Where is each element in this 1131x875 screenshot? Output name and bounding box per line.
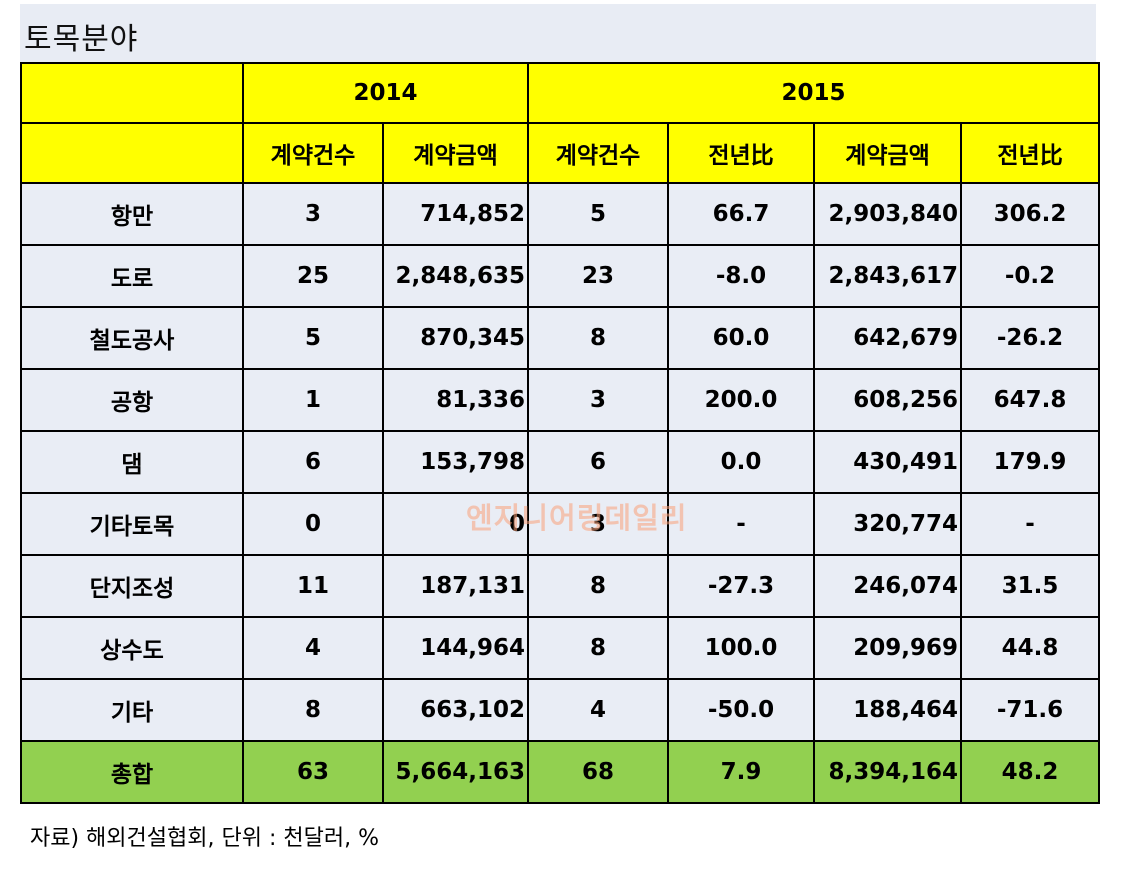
amount-2015: 246,074	[813, 554, 963, 618]
count-2015: 8	[527, 616, 670, 680]
table-row: 항만 3 714,852 5 66.7 2,903,840 306.2	[20, 182, 1101, 246]
count-2014: 3	[242, 182, 384, 246]
amount-2014: 153,798	[381, 430, 530, 494]
source-note: 자료) 해외건설협회, 단위 : 천달러, %	[30, 826, 379, 851]
yoy-amount: -26.2	[960, 306, 1101, 370]
total-count-2014: 63	[242, 740, 384, 804]
yoy-count: 66.7	[667, 182, 816, 246]
column-header-row: 계약건수 계약금액 계약건수 전년比 계약금액 전년比	[20, 122, 1101, 184]
yoy-count: 60.0	[667, 306, 816, 370]
table-row: 기타 8 663,102 4 -50.0 188,464 -71.6	[20, 678, 1101, 742]
total-row: 총합 63 5,664,163 68 7.9 8,394,164 48.2	[20, 740, 1101, 804]
yoy-amount: 179.9	[960, 430, 1101, 494]
yoy-amount: 306.2	[960, 182, 1101, 246]
col-amount-2014: 계약금액	[381, 122, 530, 184]
amount-2014: 0	[381, 492, 530, 556]
yoy-amount: -	[960, 492, 1101, 556]
col-yoy-amount: 전년比	[960, 122, 1101, 184]
total-yoy-amount: 48.2	[960, 740, 1101, 804]
yoy-count: 0.0	[667, 430, 816, 494]
count-2014: 1	[242, 368, 384, 432]
header-corner	[20, 62, 244, 124]
count-2014: 0	[242, 492, 384, 556]
year-2015-header: 2015	[527, 62, 1101, 124]
total-amount-2015: 8,394,164	[813, 740, 963, 804]
table-row: 도로 25 2,848,635 23 -8.0 2,843,617 -0.2	[20, 244, 1101, 308]
amount-2014: 663,102	[381, 678, 530, 742]
amount-2015: 209,969	[813, 616, 963, 680]
header-blank	[20, 122, 244, 184]
row-label: 기타	[20, 678, 244, 742]
amount-2015: 188,464	[813, 678, 963, 742]
table-row: 상수도 4 144,964 8 100.0 209,969 44.8	[20, 616, 1101, 680]
yoy-amount: -71.6	[960, 678, 1101, 742]
amount-2014: 2,848,635	[381, 244, 530, 308]
amount-2014: 187,131	[381, 554, 530, 618]
count-2015: 23	[527, 244, 670, 308]
yoy-amount: 647.8	[960, 368, 1101, 432]
table-row: 기타토목 0 0 3-320,774-	[20, 492, 1101, 556]
row-label: 댐	[20, 430, 244, 494]
count-2015: 5	[527, 182, 670, 246]
row-label: 도로	[20, 244, 244, 308]
title-bar: 토목분야	[20, 4, 1096, 62]
yoy-count: -	[667, 492, 816, 556]
count-2014: 11	[242, 554, 384, 618]
row-label: 항만	[20, 182, 244, 246]
amount-2014: 870,345	[381, 306, 530, 370]
yoy-amount: 44.8	[960, 616, 1101, 680]
count-2015: 4	[527, 678, 670, 742]
year-2014-header: 2014	[241, 62, 530, 124]
yoy-count: -8.0	[667, 244, 816, 308]
amount-2015: 608,256	[813, 368, 963, 432]
amount-2015: 430,491	[813, 430, 963, 494]
count-2014: 4	[242, 616, 384, 680]
yoy-count: -27.3	[667, 554, 816, 618]
amount-2015: 2,903,840	[813, 182, 963, 246]
amount-2014: 714,852	[381, 182, 530, 246]
count-2014: 6	[242, 430, 384, 494]
yoy-amount: -0.2	[960, 244, 1101, 308]
count-2014: 5	[242, 306, 384, 370]
yoy-count: -50.0	[667, 678, 816, 742]
page-title: 토목분야	[24, 22, 139, 57]
col-count-2014: 계약건수	[242, 122, 384, 184]
contracts-table: 2014 2015 계약건수 계약금액 계약건수 전년比 계약금액 전년比 항만…	[20, 62, 1101, 804]
count-2015: 8	[527, 306, 670, 370]
count-2015: 3	[527, 492, 670, 556]
yoy-amount: 31.5	[960, 554, 1101, 618]
total-yoy-count: 7.9	[667, 740, 816, 804]
table-row: 공항 1 81,336 3 200.0 608,256 647.8	[20, 368, 1101, 432]
table-row: 단지조성 11 187,131 8 -27.3 246,074 31.5	[20, 554, 1101, 618]
row-label: 기타토목	[20, 492, 244, 556]
col-count-2015: 계약건수	[527, 122, 670, 184]
count-2014: 25	[242, 244, 384, 308]
col-yoy-count: 전년比	[667, 122, 816, 184]
count-2014: 8	[242, 678, 384, 742]
total-label: 총합	[20, 740, 244, 804]
yoy-count: 200.0	[667, 368, 816, 432]
table-row: 댐 6 153,798 6 0.0 430,491 179.9	[20, 430, 1101, 494]
amount-2014: 144,964	[381, 616, 530, 680]
count-2015: 6	[527, 430, 670, 494]
row-label: 단지조성	[20, 554, 244, 618]
amount-2014: 81,336	[381, 368, 530, 432]
count-2015: 8	[527, 554, 670, 618]
count-2015: 3	[527, 368, 670, 432]
table-row: 철도공사 5 870,345 8 60.0 642,679 -26.2	[20, 306, 1101, 370]
yoy-count: 100.0	[667, 616, 816, 680]
amount-2015: 642,679	[813, 306, 963, 370]
row-label: 상수도	[20, 616, 244, 680]
total-amount-2014: 5,664,163	[381, 740, 530, 804]
row-label: 철도공사	[20, 306, 244, 370]
amount-2015: 320,774	[813, 492, 963, 556]
total-count-2015: 68	[527, 740, 670, 804]
col-amount-2015: 계약금액	[813, 122, 963, 184]
year-header-row: 2014 2015	[20, 62, 1101, 124]
row-label: 공항	[20, 368, 244, 432]
amount-2015: 2,843,617	[813, 244, 963, 308]
